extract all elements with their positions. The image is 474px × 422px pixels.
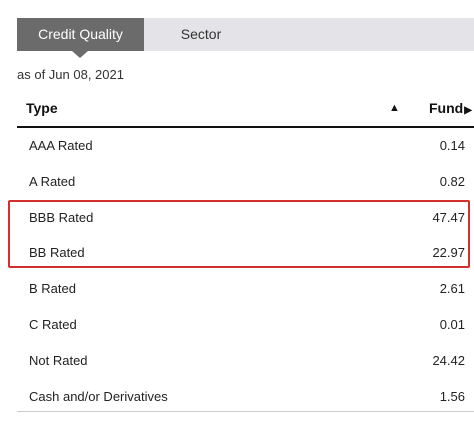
table-row: A Rated 0.82 [17,164,474,200]
table-header: Type ▲ Fund▶ [17,92,474,128]
highlight-annotation-box [8,200,470,268]
table-bottom-divider [17,411,474,412]
table-row: AAA Rated 0.14 [17,128,474,164]
table-row: B Rated 2.61 [17,271,474,307]
row-label: Not Rated [29,352,88,368]
table-row: BBB Rated 47.47 [17,200,474,236]
table-row: BB Rated 22.97 [17,235,474,271]
table-row: Not Rated 24.42 [17,343,474,379]
row-label: A Rated [29,173,76,189]
row-label: C Rated [29,316,77,332]
scroll-right-icon[interactable]: ▶ [464,105,472,116]
credit-quality-table: Type ▲ Fund▶ AAA Rated 0.14 A Rated 0.82… [17,92,474,414]
tab-bar: Credit Quality Sector [17,18,474,58]
row-value: 0.82 [439,173,465,189]
sort-ascending-icon[interactable]: ▲ [389,102,400,114]
row-value: 0.01 [439,316,465,332]
table-row: C Rated 0.01 [17,307,474,343]
row-label: Cash and/or Derivatives [29,388,168,404]
column-header-fund[interactable]: Fund▶ [429,100,472,116]
row-label: B Rated [29,281,76,297]
tab-sector[interactable]: Sector [180,26,222,42]
row-value: 2.61 [439,281,465,297]
row-value: 1.56 [439,388,465,404]
column-header-fund-label: Fund [429,100,464,116]
row-value: 47.47 [432,209,465,225]
row-value: 22.97 [432,245,465,261]
table-row: Cash and/or Derivatives 1.56 [17,379,474,415]
column-header-type[interactable]: Type [26,100,58,116]
row-label: AAA Rated [29,138,93,153]
row-value: 0.14 [439,138,465,153]
row-label: BBB Rated [29,209,94,225]
as-of-date: as of Jun 08, 2021 [17,67,124,82]
row-value: 24.42 [432,352,465,368]
tab-credit-quality[interactable]: Credit Quality [17,18,144,58]
row-label: BB Rated [29,245,85,261]
